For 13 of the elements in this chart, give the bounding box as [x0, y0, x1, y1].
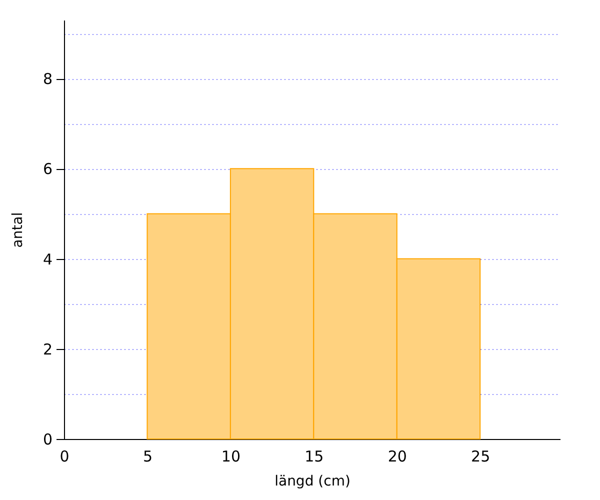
x-tick-label: 5 [142, 448, 152, 466]
y-axis-title: antal [10, 212, 26, 248]
y-tick-label: 0 [42, 430, 52, 448]
y-tick-label: 2 [42, 340, 52, 358]
y-tick-label: 6 [42, 160, 52, 178]
x-axis-title: längd (cm) [274, 474, 350, 490]
x-tick-label: 20 [388, 448, 407, 466]
x-tick-label: 25 [471, 448, 490, 466]
x-tick-label: 10 [221, 448, 240, 466]
x-tick-label: 15 [304, 448, 324, 466]
x-tick-label: 0 [60, 448, 70, 466]
y-tick-label: 8 [42, 70, 52, 88]
y-tick-label: 4 [42, 250, 52, 268]
